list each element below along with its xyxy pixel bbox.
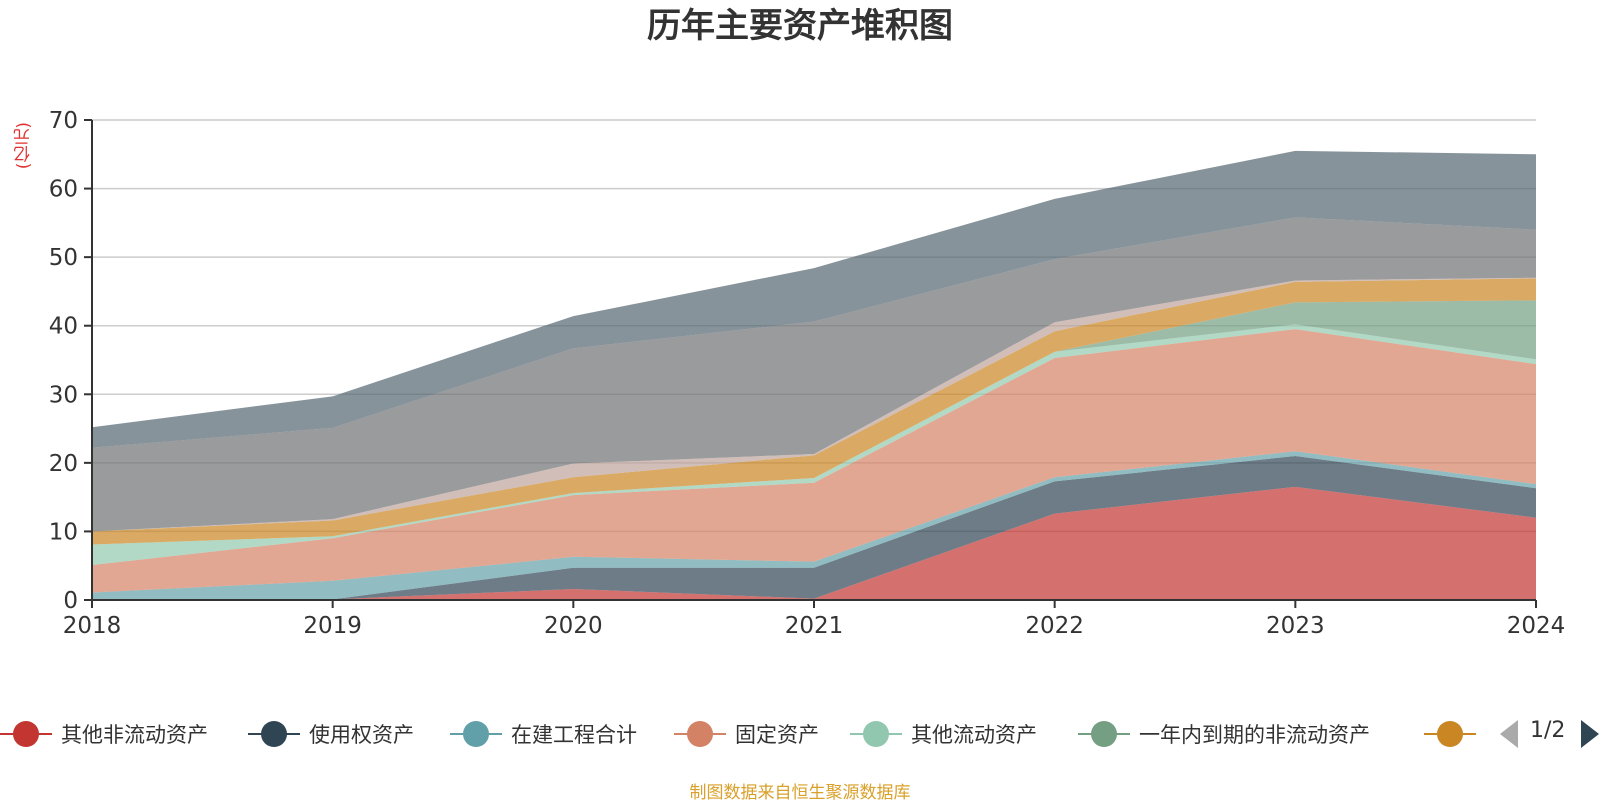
- legend-item-noncurrent-assets-due-within-one-year[interactable]: 一年内到期的非流动资产: [1078, 712, 1370, 756]
- y-tick-label: 0: [63, 588, 78, 614]
- stacked-area-chart: 0 10 20 30 40 50 60 70 2018 2019 2020 2021 2022 2023 2…: [49, 108, 1566, 639]
- legend-marker: [1424, 712, 1476, 756]
- x-tick-label: 2023: [1266, 613, 1325, 639]
- x-tick-label: 2021: [785, 613, 844, 639]
- x-tick-label: 2020: [544, 613, 603, 639]
- legend-item-fixed-assets[interactable]: 固定资产: [674, 712, 819, 756]
- y-tick-label: 20: [49, 451, 78, 477]
- area-series-4[interactable]: [92, 324, 1536, 566]
- x-tick-label: 2019: [303, 613, 362, 639]
- x-tick-label: 2022: [1025, 613, 1084, 639]
- area-series-9[interactable]: [92, 150, 1536, 448]
- legend-marker: [850, 712, 902, 756]
- legend-marker: [1078, 712, 1130, 756]
- area-series-8[interactable]: [92, 217, 1536, 532]
- area-series-0[interactable]: [92, 486, 1536, 600]
- area-series-3[interactable]: [92, 329, 1536, 593]
- source-note: 制图数据来自恒生聚源数据库: [689, 783, 911, 803]
- legend-item-other-current-assets[interactable]: 其他流动资产: [850, 712, 1037, 756]
- legend-next-page-icon[interactable]: [1581, 720, 1599, 748]
- legend-label: 其他流动资产: [911, 723, 1037, 747]
- legend-marker: [674, 712, 726, 756]
- legend-label: 使用权资产: [309, 723, 414, 747]
- legend-label: 固定资产: [735, 723, 819, 747]
- legend-prev-page-icon[interactable]: [1500, 720, 1518, 748]
- legend-item-construction-in-progress[interactable]: 在建工程合计: [450, 712, 637, 756]
- legend-label: 在建工程合计: [511, 723, 637, 747]
- x-tick-label: 2018: [63, 613, 122, 639]
- y-tick-label: 10: [49, 519, 78, 545]
- y-tick-label: 60: [49, 177, 78, 203]
- area-series-layer: [92, 150, 1536, 600]
- area-series-2[interactable]: [92, 451, 1536, 600]
- chart-title: 历年主要资产堆积图: [647, 6, 953, 46]
- legend-page-indicator: 1/2: [1530, 718, 1566, 743]
- axes: 0 10 20 30 40 50 60 70 2018 2019 2020 2021 2022 2023 2…: [49, 108, 1566, 639]
- legend-marker: [0, 712, 52, 756]
- legend-marker: [248, 712, 300, 756]
- legend-label: 其他非流动资产: [61, 723, 208, 747]
- area-series-5[interactable]: [92, 300, 1536, 545]
- y-tick-label: 40: [49, 314, 78, 340]
- legend-item-right-of-use-assets[interactable]: 使用权资产: [248, 712, 414, 756]
- legend-item-other-noncurrent-assets[interactable]: 其他非流动资产: [0, 712, 208, 756]
- y-tick-label: 70: [49, 108, 78, 134]
- y-tick-label: 50: [49, 245, 78, 271]
- x-tick-label: 2024: [1507, 613, 1566, 639]
- legend: 其他非流动资产 使用权资产 在建工程合计 固定资产 其他流动资产 一年内到期的非…: [0, 712, 1600, 756]
- legend-label: 一年内到期的非流动资产: [1139, 723, 1370, 747]
- legend-marker: [450, 712, 502, 756]
- y-tick-label: 30: [49, 382, 78, 408]
- legend-item-truncated[interactable]: [1424, 712, 1476, 756]
- legend-pager: 1/2: [1500, 712, 1600, 756]
- area-series-1[interactable]: [92, 456, 1536, 600]
